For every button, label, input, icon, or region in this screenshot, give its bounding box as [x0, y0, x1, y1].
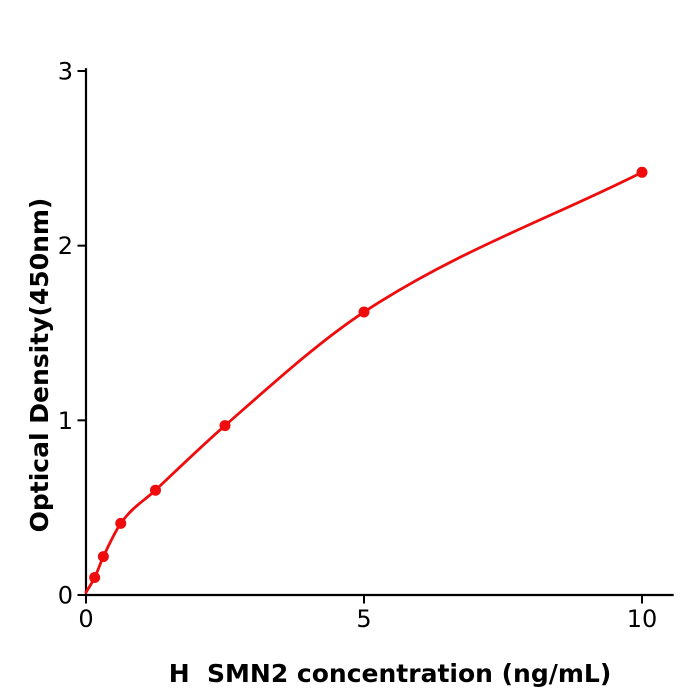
fit-curve — [84, 170, 644, 594]
x-tick-label: 0 — [78, 605, 93, 633]
data-point — [97, 551, 109, 563]
y-tick-label: 0 — [58, 582, 73, 610]
data-point — [115, 517, 127, 529]
data-series — [84, 166, 648, 594]
y-tick-label: 3 — [58, 57, 73, 85]
axis-ticks: 0 5 10 0 1 2 3 — [58, 57, 658, 633]
data-point — [219, 420, 231, 432]
axes — [84, 68, 674, 597]
x-tick-label: 5 — [356, 605, 371, 633]
y-tick-label: 1 — [58, 407, 73, 435]
y-axis-label: Optical Density(450nm) — [25, 198, 54, 533]
data-point — [636, 166, 648, 178]
x-tick-label: 10 — [627, 605, 658, 633]
y-tick-label: 2 — [58, 232, 73, 260]
data-point — [358, 306, 370, 318]
x-axis-label: H SMN2 concentration (ng/mL) — [169, 659, 612, 688]
data-point — [89, 572, 101, 584]
data-point — [150, 484, 161, 496]
